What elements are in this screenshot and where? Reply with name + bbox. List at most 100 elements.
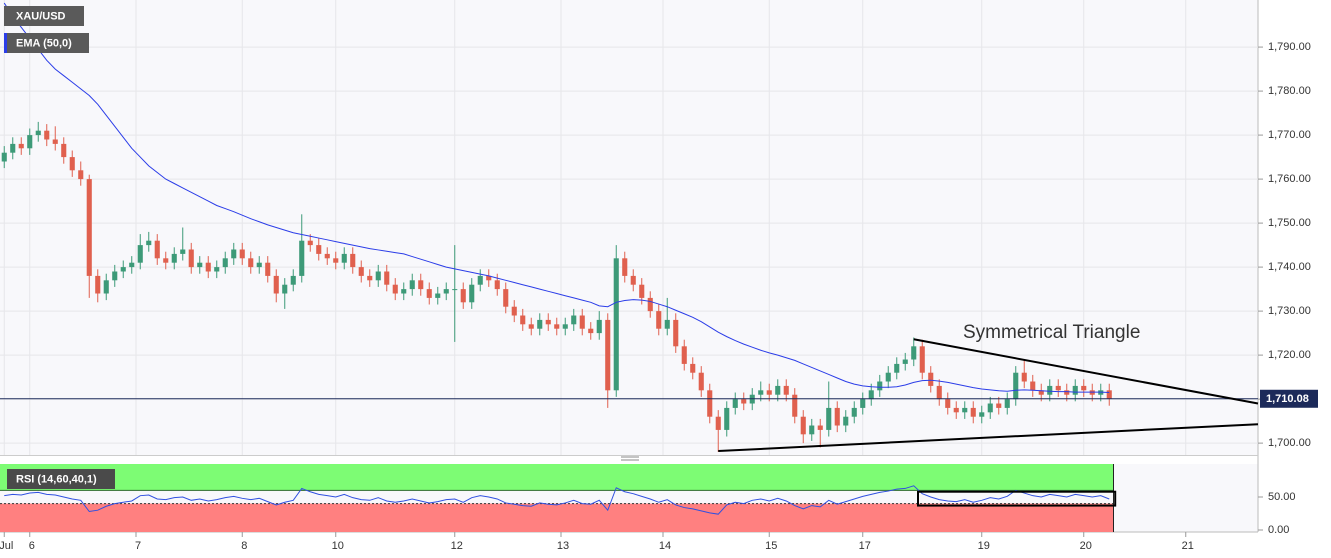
candle-body <box>452 289 458 291</box>
candle-body <box>35 130 41 136</box>
candle-body <box>10 143 16 153</box>
rsi-box <box>917 490 1117 507</box>
symbol-legend: XAU/USD <box>4 6 84 26</box>
price-pane <box>0 0 1258 455</box>
candle-body <box>707 390 713 417</box>
ema-line <box>3 2 1110 394</box>
candle-body <box>987 403 993 413</box>
candle-body <box>826 407 832 430</box>
candle-body <box>936 385 942 400</box>
candle-body <box>613 258 619 391</box>
candle-body <box>1081 385 1087 391</box>
candle-body <box>171 253 177 263</box>
pane-handle[interactable] <box>621 456 639 461</box>
candle-body <box>282 284 288 294</box>
candle-body <box>894 363 900 373</box>
candle-body <box>698 372 704 391</box>
candle-body <box>392 284 398 294</box>
candle-body <box>800 416 806 435</box>
candle-body <box>486 275 492 281</box>
candle-body <box>333 258 339 263</box>
candle-body <box>596 319 602 334</box>
candle-body <box>146 240 152 246</box>
candle-body <box>435 293 441 298</box>
ema-label: EMA (50,0) <box>16 37 72 49</box>
candle-body <box>78 170 84 180</box>
candle-body <box>120 267 126 272</box>
candle-body <box>656 311 662 329</box>
last-price-label: 1,710.08 <box>1266 393 1309 405</box>
x-tick-label: Jul <box>0 540 13 552</box>
candle-body <box>214 267 220 272</box>
candle-body <box>953 407 959 413</box>
candle-body <box>231 249 237 259</box>
candle-body <box>792 394 798 417</box>
x-tick-label: 8 <box>241 540 247 552</box>
y-tick-label: 1,760.00 <box>1268 173 1311 185</box>
candle-body <box>1 152 7 162</box>
candle-body <box>843 416 849 426</box>
candle-body <box>341 253 347 263</box>
candle-body <box>690 363 696 373</box>
candle-body <box>384 271 390 285</box>
y-tick-label: 1,730.00 <box>1268 305 1311 317</box>
candle-body <box>817 425 823 430</box>
candle-body <box>664 319 670 329</box>
candle-body <box>163 258 169 263</box>
symbol-label: XAU/USD <box>16 10 66 22</box>
candle-body <box>477 275 483 285</box>
rsi-legend: RSI (14,60,40,1) <box>4 469 115 489</box>
x-tick-label: 6 <box>29 540 35 552</box>
candle-body <box>409 280 415 290</box>
candle-body <box>1055 385 1061 391</box>
x-tick-label: 7 <box>135 540 141 552</box>
candle-body <box>273 275 279 294</box>
candle-body <box>885 372 891 382</box>
candle-body <box>970 407 976 417</box>
candle-body <box>180 249 186 254</box>
candle-body <box>44 130 50 140</box>
candle-body <box>724 407 730 430</box>
candle-body <box>239 249 245 259</box>
candle-body <box>545 319 551 325</box>
candle-body <box>367 275 373 281</box>
candle-body <box>622 258 628 276</box>
candle-body <box>494 280 500 290</box>
candle-body <box>877 381 883 391</box>
candle-body <box>1047 385 1053 395</box>
candle-body <box>537 319 543 329</box>
x-tick-label: 10 <box>332 540 344 552</box>
candle-body <box>928 372 934 386</box>
candle-body <box>673 319 679 347</box>
y-tick-label: 1,780.00 <box>1268 85 1311 97</box>
candle-body <box>647 297 653 312</box>
candle-body <box>137 245 143 263</box>
candle-body <box>528 324 534 329</box>
candle-body <box>154 240 160 259</box>
candle-body <box>562 324 568 329</box>
annotation-text: Symmetrical Triangle <box>963 322 1140 343</box>
candle-body <box>996 403 1002 408</box>
candle-body <box>639 284 645 298</box>
candle-body <box>290 275 296 285</box>
candle-body <box>375 271 381 281</box>
candle-body <box>103 280 109 294</box>
candle-body <box>95 275 101 294</box>
candle-body <box>1030 381 1036 391</box>
x-tick-label: 17 <box>859 540 871 552</box>
y-tick-label: 1,770.00 <box>1268 129 1311 141</box>
candle-body <box>979 412 985 417</box>
candle-body <box>809 425 815 435</box>
candle-body <box>358 267 364 276</box>
candle-body <box>61 143 67 158</box>
candle-body <box>579 315 585 329</box>
x-tick-label: 15 <box>765 540 777 552</box>
candle-body <box>188 249 194 268</box>
candle-body <box>605 319 611 391</box>
candle-body <box>112 271 118 281</box>
candle-body <box>834 407 840 426</box>
candle-body <box>588 328 594 334</box>
rsi-lower-band <box>0 503 1114 532</box>
candle-body <box>1013 372 1019 400</box>
